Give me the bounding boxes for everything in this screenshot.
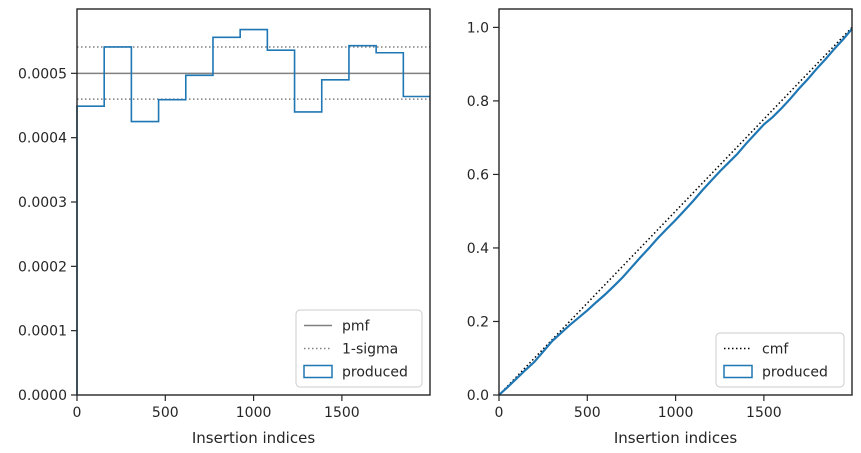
- y-tick-label: 0.0000: [18, 388, 67, 404]
- cumulative-point: [825, 58, 826, 59]
- y-tick-label: 0.0001: [18, 324, 67, 340]
- cumulative-point: [657, 237, 658, 238]
- y-tick-label: 0.4: [467, 241, 489, 257]
- cumulative-point: [640, 257, 641, 258]
- cumulative-point: [516, 378, 517, 379]
- cumulative-point: [763, 124, 764, 125]
- x-tick-label: 1500: [746, 405, 782, 421]
- x-tick-label: 500: [152, 405, 179, 421]
- y-tick-label: 0.0: [467, 388, 489, 404]
- cumulative-point: [790, 98, 791, 99]
- x-tick-label: 500: [574, 405, 601, 421]
- legend-patch: [723, 364, 753, 379]
- cumulative-point: [649, 247, 650, 248]
- cumulative-point: [569, 325, 570, 326]
- y-tick-label: 0.0003: [18, 195, 67, 211]
- cumulative-point: [675, 219, 676, 220]
- legend-patch: [303, 364, 333, 379]
- produced-cumulative-line: [498, 28, 853, 396]
- x-tick-label: 1500: [324, 405, 360, 421]
- legend-box: [295, 309, 423, 388]
- x-tick-label: 0: [495, 405, 504, 421]
- cumulative-point: [807, 78, 808, 79]
- cumulative-point: [693, 200, 694, 201]
- cumulative-point: [534, 361, 535, 362]
- cumulative-point: [604, 294, 605, 295]
- y-tick-label: 0.0002: [18, 259, 67, 275]
- cmf-line: [498, 26, 853, 396]
- cumulative-point: [834, 48, 835, 49]
- y-tick-label: 0.6: [467, 167, 489, 183]
- histogram-plot: 0 500 1000 1500 0.0000 0.0001 0.0002 0.0003 0.00…: [18, 8, 431, 447]
- legend-label: 1-sigma: [342, 342, 398, 358]
- x-axis-label: Insertion indices: [614, 429, 737, 447]
- cumulative-point: [551, 341, 552, 342]
- cumulative-point: [728, 162, 729, 163]
- y-tick-label: 1.0: [467, 20, 489, 36]
- cumulative-point: [560, 333, 561, 334]
- cumulative-point: [701, 190, 702, 191]
- cumulative-point: [525, 369, 526, 370]
- cumulative-point: [684, 210, 685, 211]
- axes-frame: [498, 8, 853, 396]
- cumulative-point: [596, 302, 597, 303]
- cumulative-point: [631, 267, 632, 268]
- x-tick-label: 0: [73, 405, 82, 421]
- cumulative-point: [754, 133, 755, 134]
- y-tick-label: 0.2: [467, 314, 489, 330]
- x-tick-label: 1000: [658, 405, 694, 421]
- y-tick-label: 0.0005: [18, 66, 67, 82]
- cumulative-point: [737, 153, 738, 154]
- legend-label: produced: [342, 365, 408, 381]
- x-axis-label: Insertion indices: [192, 429, 315, 447]
- y-tick-label: 0.0004: [18, 131, 67, 147]
- cumulative-point: [622, 277, 623, 278]
- cumulative-point: [781, 108, 782, 109]
- cumulative-point: [746, 143, 747, 144]
- x-tick-label: 1000: [236, 405, 272, 421]
- cumulative-point: [666, 228, 667, 229]
- cumulative-point: [843, 39, 844, 40]
- cumulative-point: [613, 286, 614, 287]
- cumulative-point: [543, 351, 544, 352]
- cumulative-point: [816, 68, 817, 69]
- cumulative-point: [799, 88, 800, 89]
- cumulative-point: [587, 310, 588, 311]
- legend-box: [715, 332, 845, 388]
- cumulative-point: [719, 171, 720, 172]
- cumulative-point: [772, 116, 773, 117]
- legend-label: produced: [762, 365, 828, 381]
- cumulative-plot: 0 500 1000 1500 0.0 0.2 0.4 0.6 0.8 1.0 Insertion …: [467, 8, 853, 447]
- cumulative-point: [578, 317, 579, 318]
- cumulative-point: [710, 180, 711, 181]
- legend-label: cmf: [762, 342, 789, 358]
- y-tick-label: 0.8: [467, 94, 489, 110]
- legend-label: pmf: [342, 319, 371, 335]
- cumulative-point: [507, 386, 508, 387]
- axes-frame: [76, 8, 431, 396]
- produced-histogram-step: [76, 28, 430, 395]
